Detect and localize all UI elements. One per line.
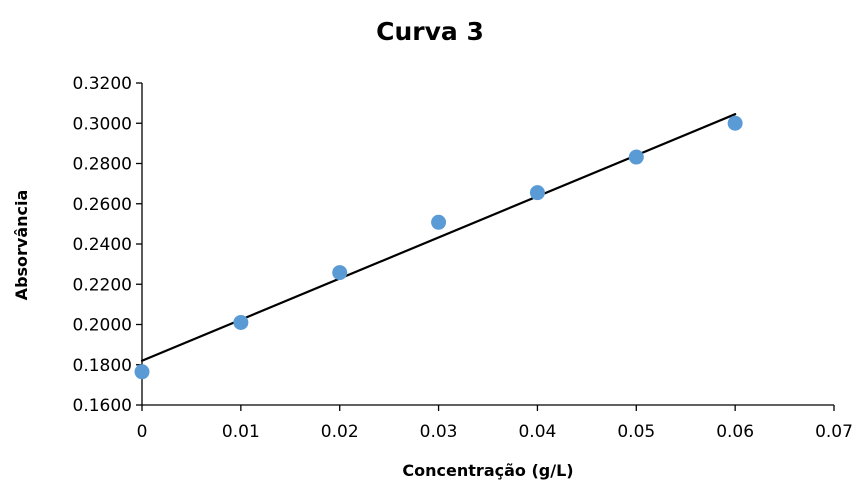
y-tick-label: 0.1800 xyxy=(73,356,132,376)
x-tick-label: 0.01 xyxy=(222,422,260,442)
y-tick-label: 0.1600 xyxy=(73,396,132,416)
data-point xyxy=(529,185,545,201)
data-point xyxy=(727,115,743,131)
y-tick-label: 0.3000 xyxy=(73,114,132,134)
y-axis-label: Absorvância xyxy=(12,190,31,301)
data-point xyxy=(628,149,644,165)
y-tick-label: 0.3200 xyxy=(73,74,132,94)
data-point xyxy=(134,364,150,380)
data-point xyxy=(233,314,249,330)
y-tick-label: 0.2400 xyxy=(73,235,132,255)
y-tick-label: 0.2800 xyxy=(73,155,132,175)
y-tick-label: 0.2600 xyxy=(73,195,132,215)
linear-trendline xyxy=(140,113,737,362)
x-tick-label: 0.04 xyxy=(518,422,556,442)
data-point xyxy=(332,265,348,281)
y-tick-label: 0.2000 xyxy=(73,316,132,336)
x-tick-label: 0.06 xyxy=(716,422,754,442)
y-axis-ticks: 0.1600 0.1800 0.2000 0.2200 0.2400 0.2600 0.28… xyxy=(73,74,142,416)
x-tick-label: 0.05 xyxy=(617,422,655,442)
x-axis-label: Concentração (g/L) xyxy=(402,461,573,480)
x-tick-label: 0 xyxy=(137,422,148,442)
x-tick-label: 0.02 xyxy=(321,422,359,442)
x-axis-ticks: 0 0.01 0.02 0.03 0.04 0.05 0.06 0.07 xyxy=(137,405,853,442)
data-point xyxy=(431,214,447,230)
chart-title: Curva 3 xyxy=(376,17,484,46)
x-tick-label: 0.07 xyxy=(815,422,853,442)
x-tick-label: 0.03 xyxy=(420,422,458,442)
y-tick-label: 0.2200 xyxy=(73,275,132,295)
data-points xyxy=(134,115,743,380)
